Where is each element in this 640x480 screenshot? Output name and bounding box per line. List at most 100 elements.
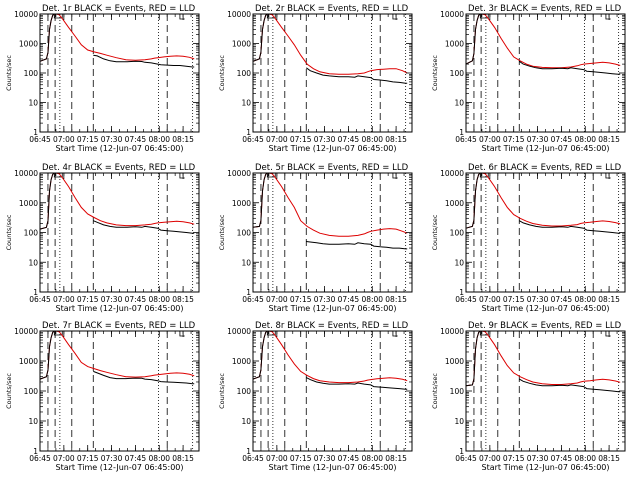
- x-tick-label: 07:30: [314, 135, 336, 144]
- x-tick-label: 08:15: [598, 295, 620, 304]
- top-bracket-mark: [266, 331, 276, 336]
- x-tick-label: 08:15: [172, 454, 194, 463]
- x-tick-label: 07:15: [77, 295, 99, 304]
- x-tick-label: 07:00: [53, 295, 75, 304]
- x-tick-label: 08:00: [361, 135, 383, 144]
- events-series-line: [39, 172, 55, 230]
- top-bracket-mark: [479, 173, 489, 178]
- y-tick-label: 1: [459, 288, 464, 297]
- plot-frame: [39, 13, 200, 133]
- panel-3: Det. 3r BLACK = Events, RED = LLD Counts/…: [431, 4, 626, 153]
- y-tick-label: 10: [454, 99, 464, 108]
- plot-frame: [465, 172, 626, 293]
- y-tick-label: 10: [28, 99, 38, 108]
- y-tick-label: 10000: [440, 10, 464, 19]
- panel-8: Det. 8r BLACK = Events, RED = LLD Counts/…: [218, 321, 413, 472]
- x-tick-label: 07:00: [266, 295, 288, 304]
- top-bracket-mark: [392, 14, 398, 20]
- y-tick-label: 100: [450, 229, 465, 238]
- y-axis-label: Counts/sec: [431, 55, 439, 91]
- y-tick-label: 10000: [440, 169, 464, 178]
- plot-frame: [39, 172, 200, 293]
- y-tick-label: 10: [28, 417, 38, 426]
- y-tick-label: 1: [246, 128, 251, 137]
- y-tick-label: 10: [28, 258, 38, 267]
- x-tick-label: 07:15: [503, 454, 525, 463]
- x-tick-label: 08:15: [598, 135, 620, 144]
- plot-frame: [465, 330, 626, 452]
- y-tick-label: 1000: [445, 199, 464, 208]
- events-series-line: [39, 330, 55, 380]
- y-tick-label: 100: [24, 387, 39, 396]
- y-axis-label: Counts/sec: [218, 214, 226, 250]
- panel-title: Det. 3r BLACK = Events, RED = LLD: [468, 4, 622, 14]
- panel-1: Det. 1r BLACK = Events, RED = LLD Counts/…: [5, 4, 200, 153]
- x-tick-label: 07:00: [479, 135, 501, 144]
- x-tick-label: 06:45: [455, 135, 477, 144]
- panel-title: Det. 8r BLACK = Events, RED = LLD: [255, 321, 409, 331]
- x-tick-label: 08:00: [361, 454, 383, 463]
- y-tick-label: 10: [241, 258, 251, 267]
- y-tick-label: 1: [246, 447, 251, 456]
- top-bracket-mark: [479, 331, 489, 336]
- x-tick-label: 07:30: [527, 135, 549, 144]
- x-tick-label: 07:15: [77, 135, 99, 144]
- x-axis-label: Start Time (12-Jun-07 06:45:00): [482, 144, 610, 153]
- y-tick-label: 1: [246, 288, 251, 297]
- x-tick-label: 07:45: [338, 454, 360, 463]
- y-tick-label: 10000: [14, 169, 38, 178]
- y-tick-label: 10: [241, 99, 251, 108]
- plot-frame: [39, 330, 200, 452]
- panel-2: Det. 2r BLACK = Events, RED = LLD Counts/…: [218, 4, 413, 153]
- x-tick-label: 06:45: [29, 135, 51, 144]
- events-series-line-late: [93, 370, 195, 385]
- x-tick-label: 08:00: [148, 135, 170, 144]
- panel-5: Det. 5r BLACK = Events, RED = LLD Counts/…: [218, 163, 413, 313]
- x-tick-label: 07:45: [338, 135, 360, 144]
- panel-title: Det. 4r BLACK = Events, RED = LLD: [42, 163, 196, 173]
- events-series-line-late: [306, 241, 408, 250]
- y-tick-label: 1: [33, 447, 38, 456]
- events-series-line-late: [519, 378, 621, 393]
- y-tick-label: 10: [454, 258, 464, 267]
- x-tick-label: 07:30: [314, 295, 336, 304]
- top-bracket-mark: [392, 173, 398, 179]
- top-bracket-mark: [53, 331, 63, 336]
- panel-title: Det. 2r BLACK = Events, RED = LLD: [255, 4, 409, 14]
- plot-frame: [252, 13, 413, 133]
- y-axis-label: Counts/sec: [218, 373, 226, 409]
- panel-title: Det. 7r BLACK = Events, RED = LLD: [42, 321, 196, 331]
- y-tick-label: 10000: [14, 10, 38, 19]
- x-tick-label: 06:45: [242, 454, 264, 463]
- x-tick-label: 06:45: [29, 454, 51, 463]
- plot-frame: [252, 330, 413, 452]
- x-axis-label: Start Time (12-Jun-07 06:45:00): [56, 463, 184, 472]
- lld-series-line: [39, 13, 195, 62]
- events-series-line: [465, 330, 481, 387]
- events-series-line: [252, 330, 268, 380]
- panel-4: Det. 4r BLACK = Events, RED = LLD Counts/…: [5, 163, 200, 313]
- top-bracket-mark: [53, 14, 63, 19]
- y-tick-label: 1: [459, 128, 464, 137]
- x-axis-label: Start Time (12-Jun-07 06:45:00): [56, 144, 184, 153]
- x-tick-label: 08:15: [385, 135, 407, 144]
- y-axis-label: Counts/sec: [5, 214, 13, 250]
- x-tick-label: 08:00: [574, 135, 596, 144]
- x-tick-label: 07:45: [125, 135, 147, 144]
- x-tick-label: 07:00: [479, 295, 501, 304]
- x-tick-label: 07:30: [101, 295, 123, 304]
- y-tick-label: 10000: [227, 327, 251, 336]
- y-axis-label: Counts/sec: [218, 55, 226, 91]
- top-bracket-mark: [605, 331, 611, 337]
- panel-title: Det. 1r BLACK = Events, RED = LLD: [42, 4, 196, 14]
- events-series-line: [252, 13, 268, 62]
- x-tick-label: 07:45: [338, 295, 360, 304]
- lld-series-line: [465, 330, 621, 387]
- x-axis-label: Start Time (12-Jun-07 06:45:00): [482, 304, 610, 313]
- events-series-line: [465, 172, 481, 229]
- events-series-line-late: [519, 60, 621, 75]
- x-tick-label: 07:30: [101, 454, 123, 463]
- x-tick-label: 06:45: [455, 295, 477, 304]
- y-tick-label: 1: [459, 447, 464, 456]
- x-tick-label: 07:30: [101, 135, 123, 144]
